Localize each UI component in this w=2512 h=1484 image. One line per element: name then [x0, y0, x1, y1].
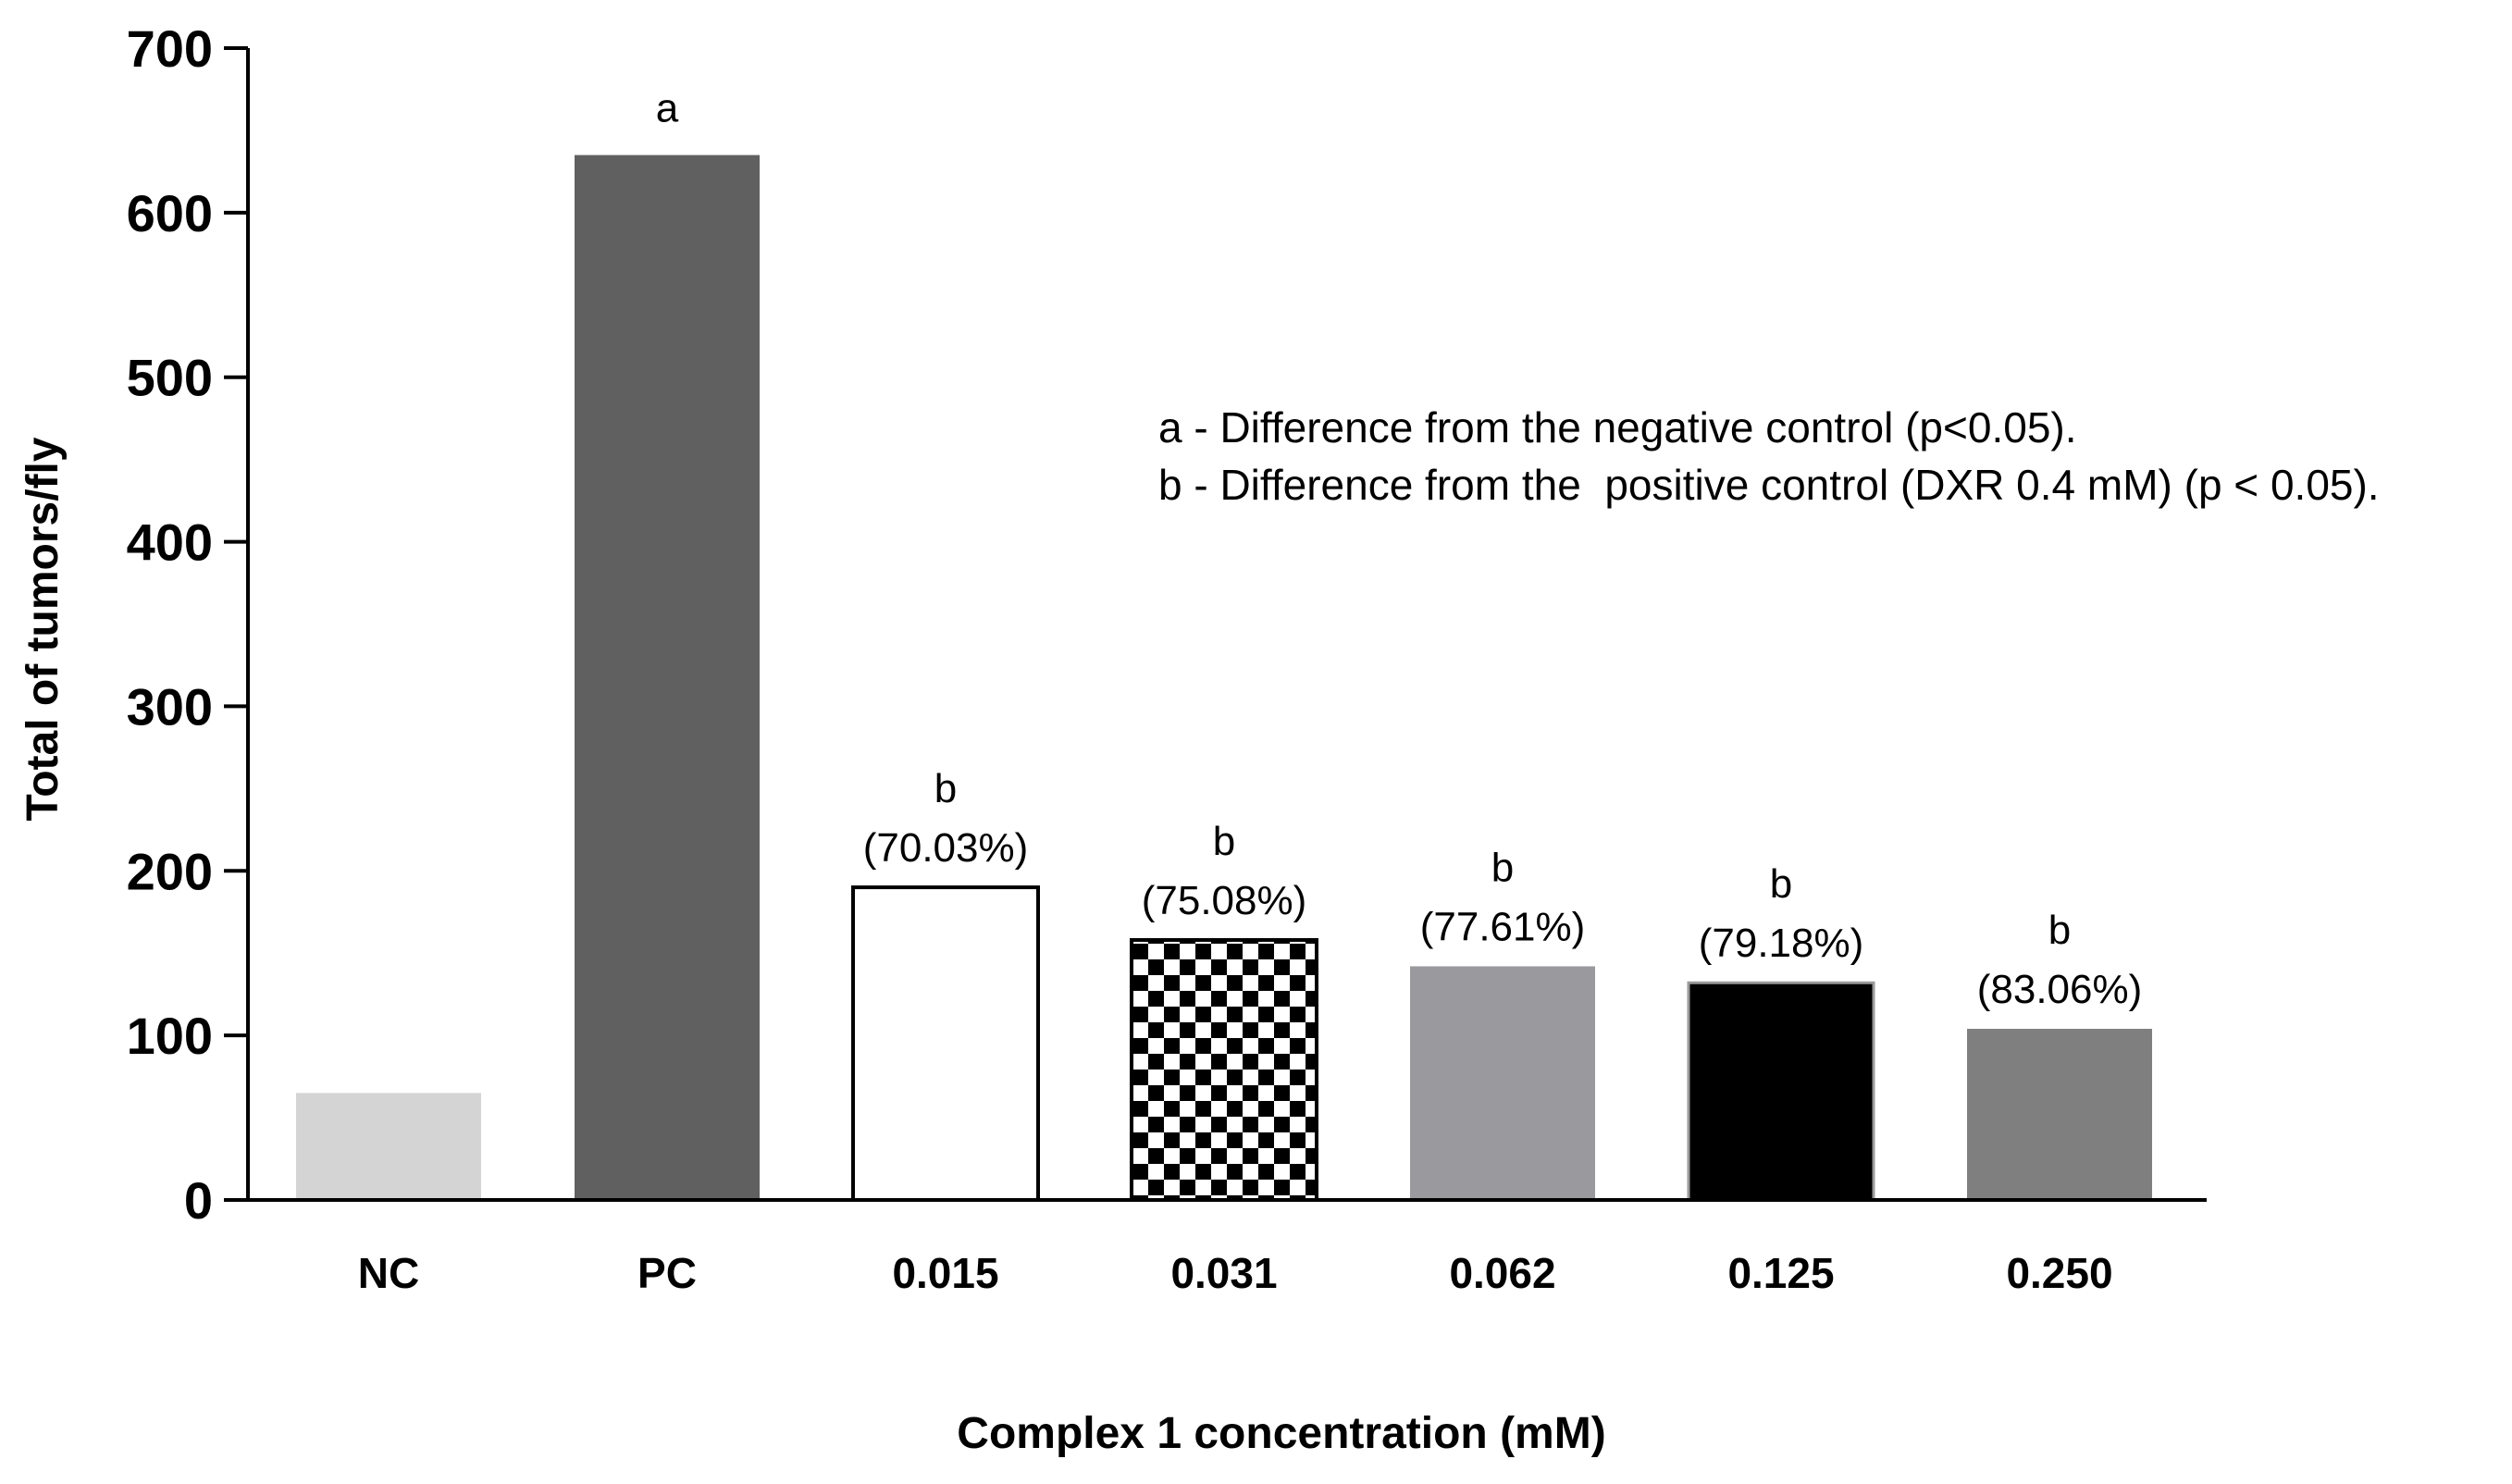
bar-percent-label: (75.08%) [1142, 878, 1307, 923]
bar-significance-letter: b [1491, 845, 1514, 890]
bar-significance-letter: b [1213, 819, 1235, 864]
y-axis-ticks: 0 100 200 300 400 500 600 700 [127, 19, 248, 1230]
bar-0.125 [1687, 981, 1875, 1202]
x-tick-label: 0.250 [2006, 1249, 2112, 1297]
bar-0.015 [851, 885, 1040, 1202]
x-tick-label: 0.015 [892, 1249, 998, 1297]
bar-labels: a (70.03%) b (75.08%) b (77.61%) b (79.18%) b (83… [656, 86, 2143, 1012]
y-tick-label: 100 [127, 1007, 213, 1065]
bar-0.031 [1130, 937, 1318, 1202]
bar-0.062 [1410, 966, 1595, 1200]
bar-significance-letter: a [656, 86, 679, 131]
y-tick-label: 400 [127, 513, 213, 572]
bar-percent-label: (79.18%) [1699, 921, 1864, 966]
y-tick-label: 300 [127, 677, 213, 736]
bar-percent-label: (77.61%) [1420, 904, 1586, 949]
bar-significance-letter: b [934, 766, 957, 811]
y-tick-label: 0 [184, 1171, 213, 1230]
bar-percent-label: (70.03%) [863, 825, 1029, 871]
y-tick-label: 200 [127, 842, 213, 900]
x-axis-title: Complex 1 concentration (mM) [957, 1409, 1605, 1458]
x-tick-label: 0.125 [1727, 1249, 1834, 1297]
bar-PC [575, 155, 760, 1200]
bar-0.250 [1967, 1029, 2152, 1200]
annotation-a: a - Difference from the negative control… [1158, 403, 2077, 451]
x-tick-label: PC [637, 1249, 697, 1297]
x-tick-label: 0.062 [1449, 1249, 1555, 1297]
bars [296, 155, 2152, 1202]
bar-significance-letter: b [2048, 908, 2071, 953]
y-axis-title: Total of tumors/fly [19, 437, 68, 821]
y-tick-label: 700 [127, 19, 213, 78]
y-tick-label: 600 [127, 184, 213, 242]
bar-significance-letter: b [1770, 861, 1792, 907]
bar-percent-label: (83.06%) [1977, 967, 2143, 1012]
annotation-b: b - Difference from the positive control… [1158, 461, 2380, 509]
bar-NC [296, 1093, 481, 1200]
x-axis-labels: NC PC 0.015 0.031 0.062 0.125 0.250 [358, 1249, 2113, 1297]
x-tick-label: NC [358, 1249, 419, 1297]
y-tick-label: 500 [127, 349, 213, 407]
x-tick-label: 0.031 [1170, 1249, 1277, 1297]
